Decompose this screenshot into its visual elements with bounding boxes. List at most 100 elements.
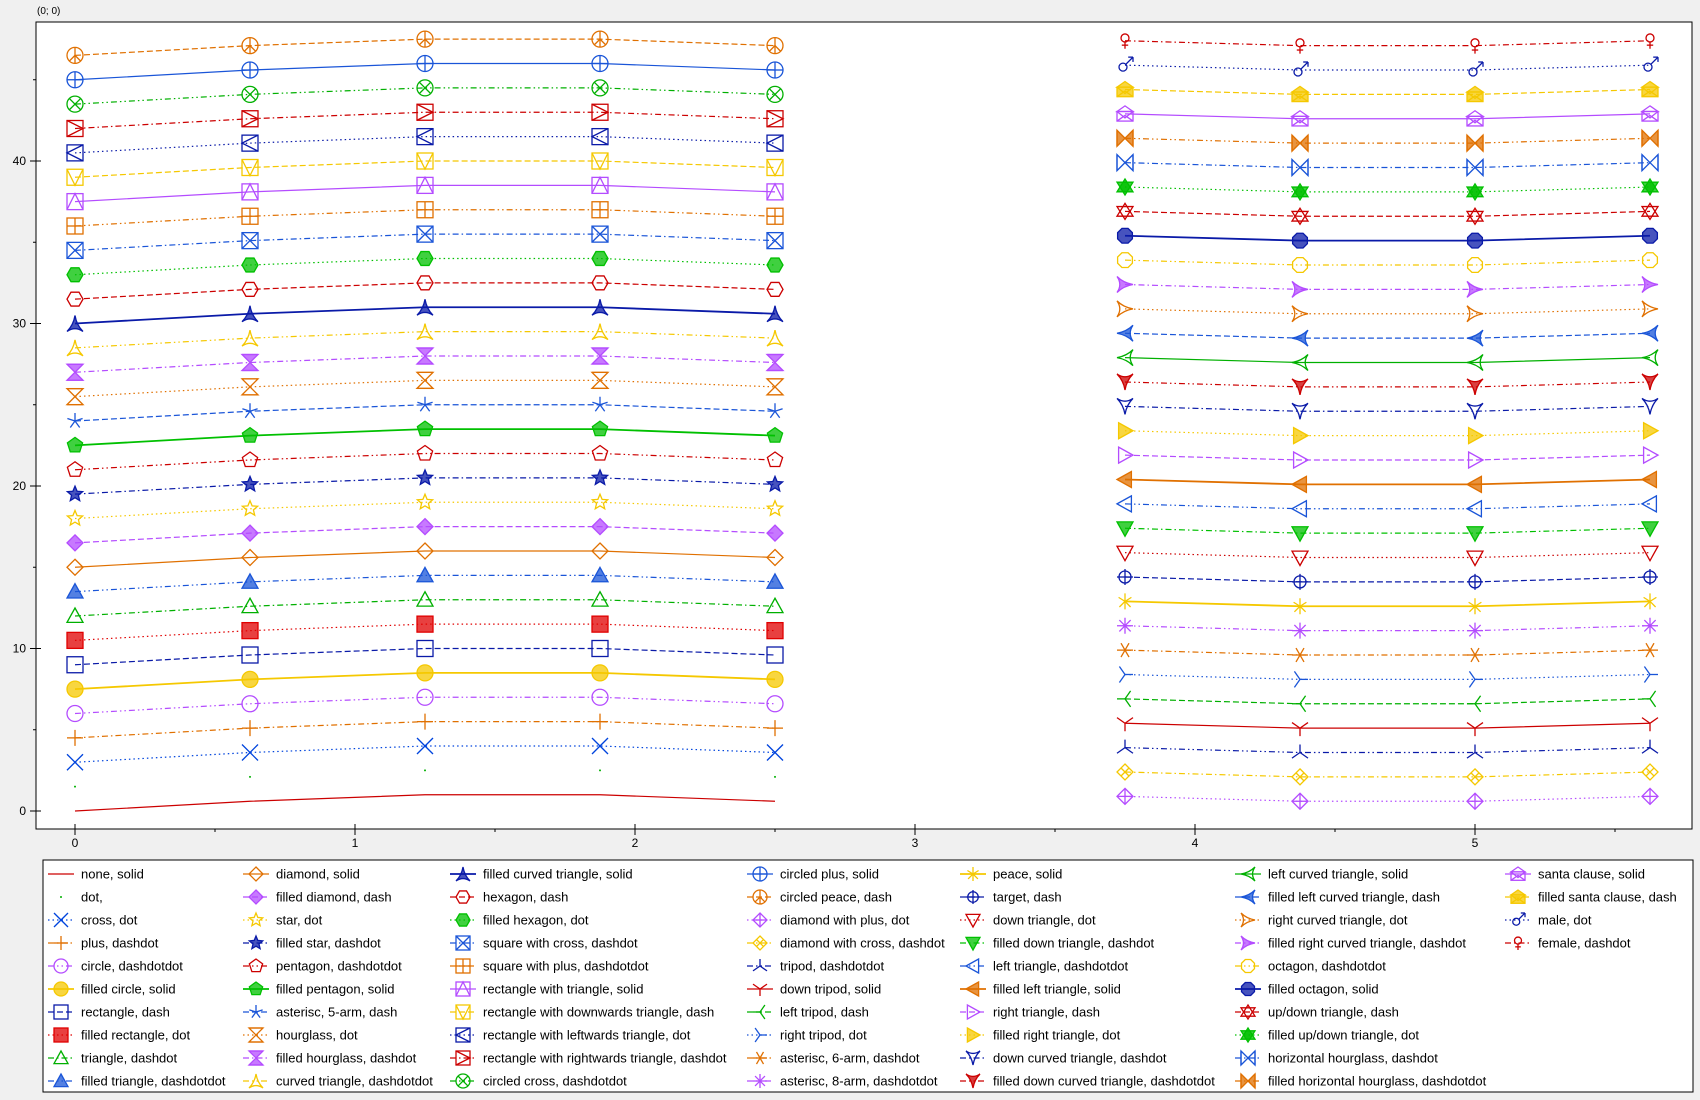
series-7-point <box>416 639 434 658</box>
legend-item: tripod, dashdotdot <box>747 959 884 974</box>
legend-label: filled santa clause, dash <box>1538 890 1677 905</box>
series-44-point <box>1465 526 1485 543</box>
series-17-point <box>417 396 433 412</box>
series-25-point <box>241 207 259 225</box>
series-49-point <box>1291 402 1309 420</box>
legend-item: filled rectangle, dot <box>48 1027 191 1043</box>
series-49-line <box>1124 405 1651 412</box>
series-59-point <box>1466 157 1484 178</box>
legend-item: left triangle, dashdotdot <box>960 957 1129 975</box>
series-45-point <box>1115 494 1133 513</box>
series-2-point <box>599 769 601 772</box>
series-49-point <box>1641 397 1659 415</box>
series-40-point <box>1117 617 1133 634</box>
legend-marker <box>752 889 768 905</box>
legend-marker <box>752 935 768 951</box>
series-59-point <box>1641 153 1659 173</box>
legend-label: right triangle, dash <box>993 1005 1100 1020</box>
series-10-point <box>590 566 610 583</box>
legend-item: filled octagon, solid <box>1235 982 1379 997</box>
legend-label: circled peace, dash <box>780 890 892 905</box>
series-21-point <box>591 299 609 316</box>
series-53-point <box>1291 305 1309 323</box>
series-15-point <box>766 451 784 468</box>
series-38-point <box>1643 666 1658 683</box>
series-13-point <box>765 499 785 517</box>
legend-item: filled right triangle, dot <box>960 1026 1121 1044</box>
legend-marker <box>964 936 982 952</box>
series-13-point <box>415 492 435 511</box>
series-35-point <box>1291 744 1309 759</box>
legend-marker <box>455 890 471 904</box>
series-10-point <box>415 566 435 583</box>
legend-marker <box>249 1005 263 1019</box>
legend-label: rectangle with triangle, solid <box>483 982 643 997</box>
series-21-point <box>66 315 84 333</box>
series-51-point <box>1466 354 1484 371</box>
series-31-point <box>591 54 609 73</box>
series-63-point <box>1293 61 1309 77</box>
legend-label: circled cross, dashdotdot <box>483 1074 627 1089</box>
series-28-point <box>65 144 84 162</box>
series-3-point <box>66 753 84 771</box>
series-31-point <box>66 71 84 89</box>
series-57-point <box>1115 202 1135 221</box>
legend-label: down curved triangle, dashdot <box>993 1051 1167 1066</box>
legend-item: down curved triangle, dashdot <box>960 1050 1167 1066</box>
legend-item: filled left triangle, solid <box>960 980 1121 998</box>
legend-marker <box>247 1050 265 1066</box>
legend-marker <box>752 866 768 882</box>
legend-item: circled peace, dash <box>747 889 892 905</box>
series-39-line <box>1124 649 1651 656</box>
legend-label: tripod, dashdotdot <box>780 959 884 974</box>
legend-label: horizontal hourglass, dashdot <box>1268 1051 1438 1066</box>
x-tick-label: 4 <box>1192 836 1199 850</box>
y-tick-label: 10 <box>13 642 27 656</box>
series-36-point <box>1116 717 1134 732</box>
legend-marker <box>965 1050 981 1066</box>
series-60-point <box>1116 128 1134 148</box>
legend-marker <box>455 1004 471 1021</box>
series-52-point <box>1291 329 1309 347</box>
legend-item: filled horizontal hourglass, dashdotdot <box>1235 1072 1487 1090</box>
series-61-line <box>1124 113 1651 120</box>
legend-marker <box>1240 1072 1256 1090</box>
series-18-point <box>240 378 260 396</box>
series-50-point <box>1466 378 1484 395</box>
legend-marker <box>455 935 471 951</box>
legend-item: rectangle with triangle, solid <box>450 980 643 997</box>
legend-marker <box>964 913 982 929</box>
series-47-point <box>1642 446 1660 465</box>
x-tick-label: 0 <box>72 836 79 850</box>
legend-marker <box>1240 912 1256 928</box>
legend-marker <box>1239 1003 1257 1021</box>
series-19-point <box>415 347 435 365</box>
series-60-point <box>1466 133 1484 153</box>
legend-item: filled star, dashdot <box>243 934 381 951</box>
series-33-point <box>1291 792 1309 811</box>
series-13-point <box>65 508 85 527</box>
series-16-point <box>241 426 259 443</box>
series-5-point <box>66 704 84 723</box>
series-43-line <box>1124 552 1651 559</box>
series-51-point <box>1641 349 1659 367</box>
legend-label: star, dot <box>276 913 323 928</box>
legend-label: filled diamond, dash <box>276 890 392 905</box>
series-55-point <box>1466 256 1484 274</box>
legend-label: filled curved triangle, solid <box>483 867 633 882</box>
legend-marker <box>54 936 68 950</box>
legend-marker <box>247 1027 265 1043</box>
series-63-point <box>1468 61 1484 77</box>
series-10-point <box>240 572 260 589</box>
legend-label: rectangle, dash <box>81 1005 170 1020</box>
series-6-point <box>416 664 434 682</box>
series-34-point <box>1641 763 1659 781</box>
series-32-point <box>66 46 84 65</box>
series-38-line <box>1124 673 1651 680</box>
series-45-point <box>1640 494 1658 513</box>
legend-marker <box>248 958 264 973</box>
series-37-point <box>1467 695 1482 713</box>
legend-item: rectangle with leftwards triangle, dot <box>450 1027 691 1043</box>
series-1-line <box>74 794 776 812</box>
series-14-line <box>74 477 776 495</box>
